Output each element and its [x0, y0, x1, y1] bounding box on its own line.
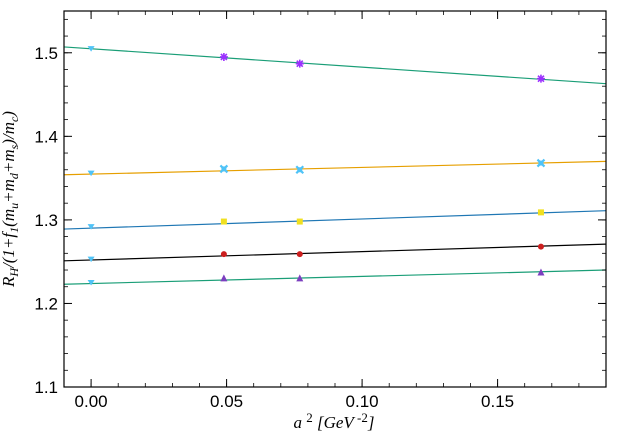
y-tick-label: 1.4	[34, 127, 58, 146]
y-axis-label-part: 1	[7, 227, 21, 233]
data-point-star	[219, 52, 228, 61]
y-axis-label: RH/(1+f1(mu+md+ms)/mc)	[0, 111, 21, 288]
data-point-square	[220, 218, 227, 225]
data-point-square	[537, 209, 544, 216]
y-axis-label-part: s	[7, 144, 21, 149]
data-point-triangle	[220, 274, 228, 282]
data-point-cross-core	[297, 167, 303, 173]
y-axis-label-part: +	[0, 191, 18, 202]
data-point-circle	[537, 243, 544, 250]
y-axis-label-part: u	[7, 203, 21, 209]
y-axis-label-part: )	[0, 111, 18, 118]
x-axis-label-part: ]	[367, 413, 375, 432]
y-tick-label: 1.1	[34, 378, 58, 397]
x-axis-label-part: [GeV	[313, 413, 357, 432]
data-point-extrapolated	[87, 224, 95, 230]
data-point-triangle	[537, 268, 545, 276]
fit-line-4	[63, 269, 607, 285]
data-points	[87, 46, 546, 286]
data-point-star	[536, 74, 545, 83]
fit-line-2	[63, 210, 607, 230]
data-point-extrapolated	[87, 256, 95, 263]
data-point-extrapolated	[87, 46, 95, 52]
x-tick-label: 0.00	[75, 392, 108, 411]
y-ticks: 1.1 1.2 1.3 1.4 1.5	[34, 18, 606, 397]
data-point-triangle	[296, 274, 304, 282]
y-axis-label-part: H	[7, 267, 21, 278]
data-point-square	[296, 218, 303, 225]
data-point-circle	[296, 251, 303, 258]
x-tick-label: 0.05	[210, 392, 243, 411]
fit-lines	[63, 46, 607, 285]
fit-line-1	[63, 160, 607, 176]
fit-line-3	[63, 243, 607, 262]
y-tick-label: 1.3	[34, 211, 58, 230]
data-point-circle	[220, 251, 227, 258]
y-axis-label-part: +	[0, 162, 18, 173]
data-point-star	[295, 59, 304, 68]
y-axis-label-part: c	[7, 116, 21, 122]
data-point-extrapolated	[87, 280, 95, 286]
x-axis-label-part: a	[293, 413, 302, 432]
x-tick-label: 0.15	[481, 392, 514, 411]
plot-frame	[63, 10, 607, 388]
fit-line-0	[63, 46, 607, 85]
y-axis-label-part: R	[0, 276, 18, 288]
data-point-cross-core	[538, 160, 544, 166]
y-tick-label: 1.5	[34, 44, 58, 63]
y-axis-label-part: m	[0, 179, 18, 191]
y-axis-label-part: m	[0, 149, 18, 161]
y-axis-label-part: m	[0, 122, 18, 134]
y-tick-label: 1.2	[34, 294, 58, 313]
x-axis-label-part: 2	[306, 410, 313, 425]
x-axis-label: a 2 [GeV -2]	[293, 410, 374, 432]
x-ticks: 0.00 0.05 0.10 0.15	[63, 11, 607, 411]
x-tick-label: 0.10	[346, 392, 379, 411]
y-axis-label-part: /(1+	[0, 238, 18, 269]
y-axis-label-part: (	[0, 220, 18, 227]
y-axis-label-part: f	[0, 231, 18, 238]
x-axis-label-part: -2	[354, 410, 368, 425]
y-axis-label-part: m	[0, 209, 18, 221]
data-point-extrapolated	[87, 170, 95, 177]
data-point-cross-core	[221, 166, 227, 172]
y-axis-label-part: d	[7, 172, 21, 179]
y-axis-label-part: )/	[0, 132, 18, 146]
